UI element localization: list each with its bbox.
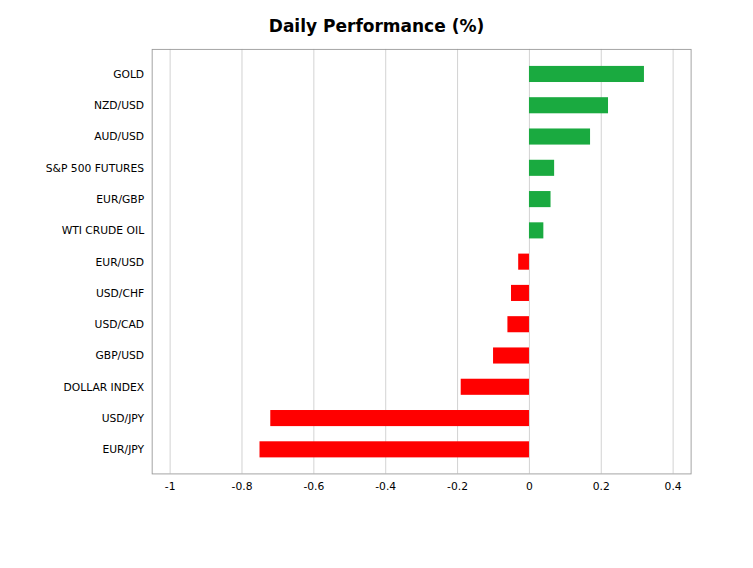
- svg-text:USD/CHF: USD/CHF: [96, 287, 144, 300]
- svg-text:WTI CRUDE OIL: WTI CRUDE OIL: [62, 224, 145, 237]
- svg-text:EUR/USD: EUR/USD: [96, 256, 145, 269]
- svg-text:-0.8: -0.8: [232, 480, 253, 493]
- svg-text:AUD/USD: AUD/USD: [94, 130, 144, 143]
- svg-text:-0.6: -0.6: [303, 480, 324, 493]
- svg-text:USD/JPY: USD/JPY: [102, 412, 145, 425]
- svg-text:GBP/USD: GBP/USD: [95, 349, 144, 362]
- svg-text:DOLLAR INDEX: DOLLAR INDEX: [64, 381, 145, 394]
- svg-text:EUR/JPY: EUR/JPY: [103, 443, 145, 456]
- svg-text:0: 0: [526, 480, 533, 493]
- svg-text:0.2: 0.2: [593, 480, 610, 493]
- svg-text:-1: -1: [165, 480, 176, 493]
- svg-text:0.4: 0.4: [665, 480, 682, 493]
- svg-text:GOLD: GOLD: [113, 68, 144, 81]
- svg-text:EUR/GBP: EUR/GBP: [96, 193, 144, 206]
- svg-text:-0.4: -0.4: [375, 480, 396, 493]
- svg-text:-0.2: -0.2: [447, 480, 468, 493]
- svg-text:S&P 500 FUTURES: S&P 500 FUTURES: [46, 162, 145, 175]
- html-text:Daily Performance (%): Daily Performance (%): [268, 16, 485, 36]
- svg-text:USD/CAD: USD/CAD: [95, 318, 145, 331]
- svg-text:NZD/USD: NZD/USD: [94, 99, 144, 112]
